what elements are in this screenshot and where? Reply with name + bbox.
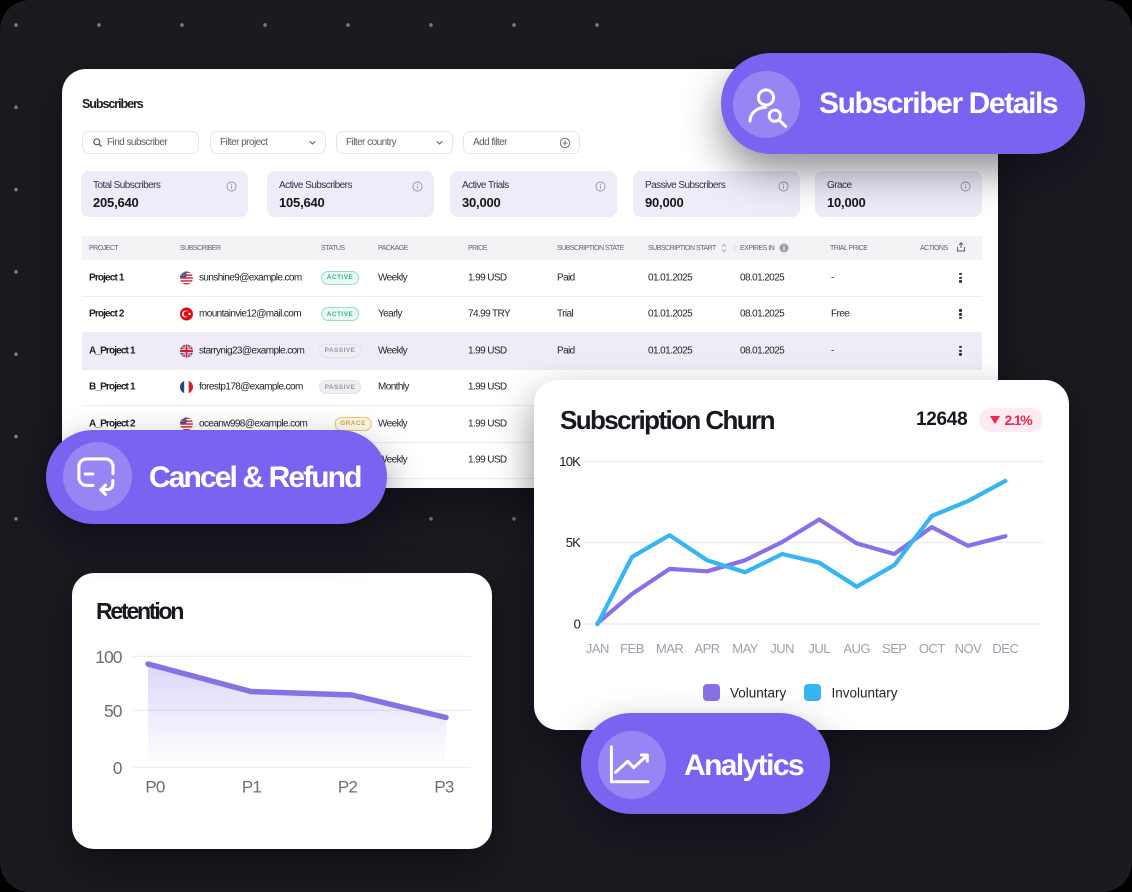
svg-text:FEB: FEB — [620, 641, 644, 656]
svg-text:P3: P3 — [434, 778, 454, 797]
svg-text:Voluntary: Voluntary — [730, 685, 787, 700]
svg-text:100: 100 — [95, 647, 122, 667]
svg-text:50: 50 — [104, 701, 123, 721]
svg-text:NOV: NOV — [955, 641, 983, 656]
svg-text:P0: P0 — [145, 778, 165, 797]
svg-text:MAR: MAR — [656, 641, 684, 656]
svg-text:P1: P1 — [242, 778, 262, 797]
svg-text:0: 0 — [574, 617, 581, 632]
svg-text:DEC: DEC — [992, 641, 1018, 656]
svg-text:JAN: JAN — [586, 641, 609, 656]
svg-text:5K: 5K — [566, 535, 581, 550]
svg-text:JUL: JUL — [808, 641, 830, 656]
svg-text:P2: P2 — [338, 778, 358, 797]
svg-text:10K: 10K — [559, 454, 581, 469]
svg-text:Involuntary: Involuntary — [832, 685, 898, 700]
svg-text:OCT: OCT — [919, 641, 946, 656]
svg-text:APR: APR — [694, 641, 719, 656]
svg-text:MAY: MAY — [732, 641, 759, 656]
svg-text:0: 0 — [113, 758, 123, 778]
svg-text:SEP: SEP — [882, 641, 907, 656]
svg-text:JUN: JUN — [770, 641, 794, 656]
svg-text:AUG: AUG — [843, 641, 870, 656]
